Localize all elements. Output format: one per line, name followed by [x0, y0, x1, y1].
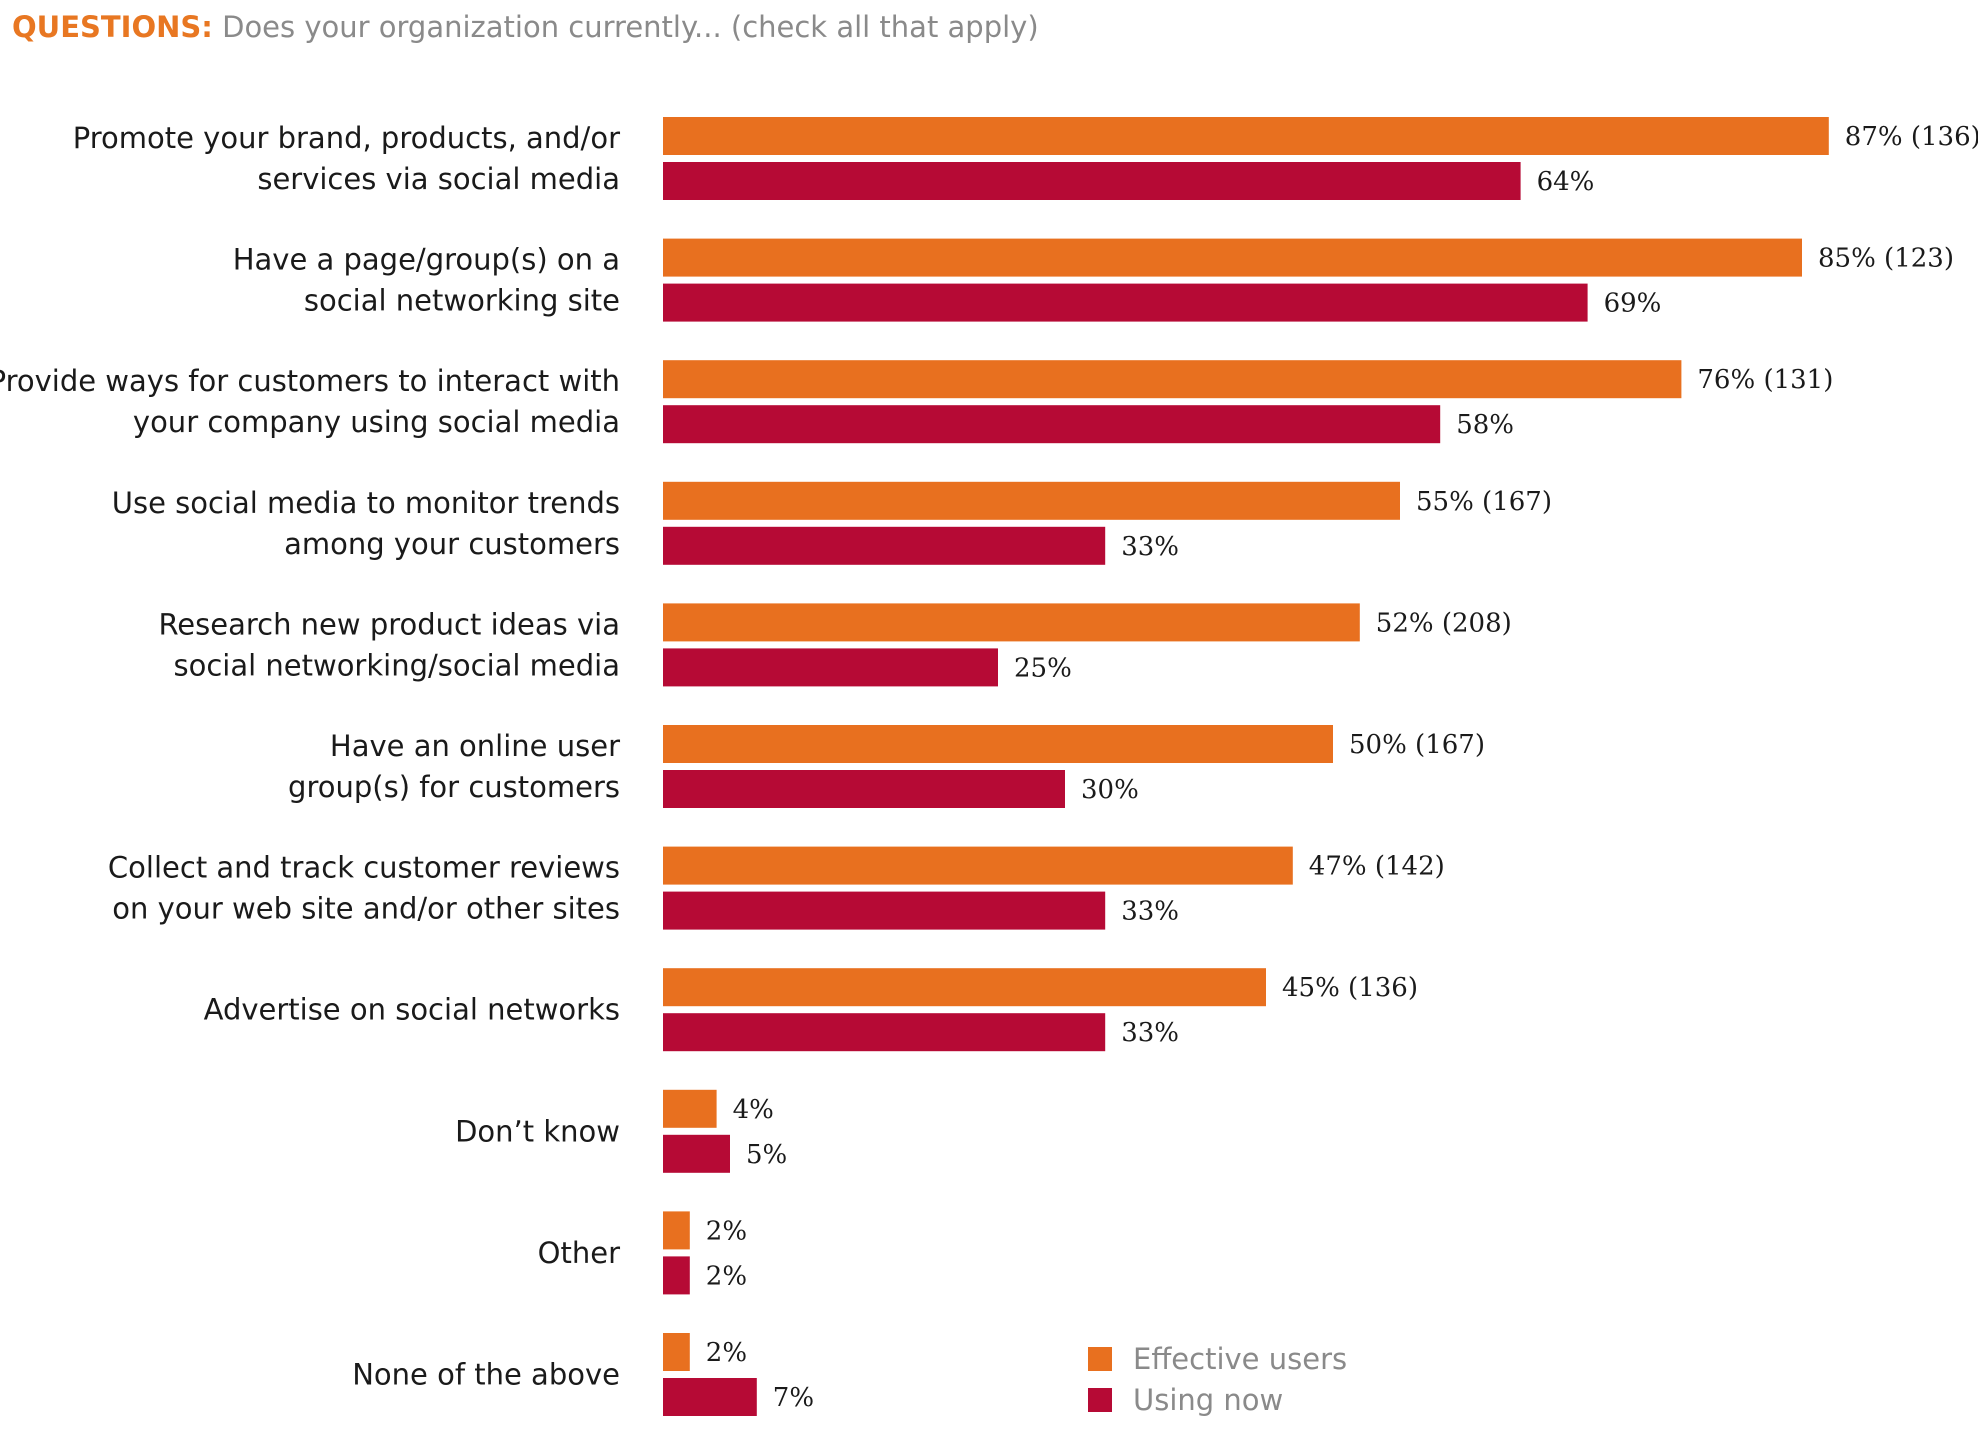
category-label: Have an online user group(s) for customer… [288, 729, 620, 804]
bar-using-now [663, 770, 1065, 808]
category-label: Research new product ideas via social net… [158, 607, 620, 682]
category-label-line: Have a page/group(s) on a [233, 243, 620, 277]
category-label: Collect and track customer reviews on you… [108, 851, 620, 926]
category-label-line: None of the above [352, 1358, 620, 1392]
category-label-line: Research new product ideas via [158, 607, 620, 641]
data-label: 33% [1121, 1018, 1179, 1048]
legend-label: Using now [1133, 1383, 1283, 1417]
bar-using-now [663, 1256, 690, 1295]
data-label: 25% [1014, 653, 1072, 683]
data-label: 87% (136) [1845, 122, 1978, 152]
bar-effective-users [663, 968, 1266, 1007]
category-label: Provide ways for customers to interact w… [0, 364, 620, 439]
category-label-line: Don’t know [455, 1114, 620, 1148]
data-label: 50% (167) [1349, 730, 1485, 760]
data-label: 55% (167) [1416, 487, 1552, 517]
data-label: 30% [1081, 775, 1139, 805]
legend-swatch [1088, 1388, 1112, 1412]
bar-effective-users [663, 238, 1802, 277]
bar-using-now [663, 648, 998, 687]
bar-using-now [663, 283, 1588, 322]
data-label: 76% (131) [1697, 365, 1833, 395]
data-label: 47% (142) [1309, 852, 1445, 882]
data-label: 7% [773, 1383, 814, 1413]
data-label: 64% [1537, 167, 1595, 197]
legend-label: Effective users [1133, 1342, 1347, 1376]
bar-using-now [663, 526, 1106, 565]
category-label-line: social networking site [304, 284, 620, 318]
category-label-line: among your customers [284, 527, 620, 561]
bar-effective-users [663, 725, 1333, 763]
bar-effective-users [663, 1089, 717, 1128]
bar-effective-users [663, 1333, 690, 1371]
data-label: 85% (123) [1818, 244, 1954, 274]
bar-using-now [663, 405, 1441, 444]
bar-using-now [663, 1013, 1106, 1052]
data-label: 2% [706, 1261, 747, 1291]
question-label: QUESTIONS: [12, 10, 213, 44]
data-label: 2% [706, 1216, 747, 1246]
question-header: QUESTIONS: Does your organization curren… [12, 10, 1039, 44]
bar-effective-users [663, 117, 1829, 155]
category-label-line: Advertise on social networks [204, 993, 620, 1027]
category-label-line: Have an online user [330, 729, 620, 763]
data-label: 5% [746, 1140, 787, 1170]
category-label: Promote your brand, products, and/or serv… [73, 121, 620, 196]
data-label: 45% (136) [1282, 973, 1418, 1003]
category-label-line: social networking/social media [173, 648, 620, 682]
bar-effective-users [663, 846, 1293, 885]
data-label: 33% [1121, 897, 1179, 927]
category-label-line: services via social media [257, 162, 620, 196]
bar-effective-users [663, 603, 1360, 642]
data-label: 4% [733, 1095, 774, 1125]
category-label-line: Promote your brand, products, and/or [73, 121, 620, 155]
question-text: Does your organization currently... (che… [222, 10, 1039, 44]
bar-effective-users [663, 481, 1400, 520]
category-label: None of the above [352, 1358, 620, 1392]
data-label: 69% [1604, 289, 1662, 319]
bar-effective-users [663, 1211, 690, 1250]
data-label: 52% (208) [1376, 608, 1512, 638]
category-label: Have a page/group(s) on a social networki… [233, 243, 620, 318]
category-label: Advertise on social networks [204, 993, 620, 1027]
bar-using-now [663, 891, 1106, 930]
category-label-line: Collect and track customer reviews [108, 851, 620, 885]
data-label: 2% [706, 1338, 747, 1368]
category-label: Don’t know [455, 1114, 620, 1148]
category-label: Other [538, 1236, 620, 1270]
category-label: Use social media to monitor trends among … [112, 486, 620, 561]
category-label-line: Provide ways for customers to interact w… [0, 364, 620, 398]
data-label: 58% [1456, 410, 1514, 440]
bar-using-now [663, 1134, 730, 1173]
data-label: 33% [1121, 532, 1179, 562]
category-label-line: your company using social media [133, 405, 620, 439]
bar-effective-users [663, 360, 1682, 399]
category-label-line: on your web site and/or other sites [112, 892, 620, 926]
bar-using-now [663, 1378, 757, 1416]
category-label-line: Other [538, 1236, 620, 1270]
bar-using-now [663, 162, 1521, 200]
category-label-line: group(s) for customers [288, 770, 620, 804]
category-label-line: Use social media to monitor trends [112, 486, 620, 520]
legend-swatch [1088, 1347, 1112, 1371]
